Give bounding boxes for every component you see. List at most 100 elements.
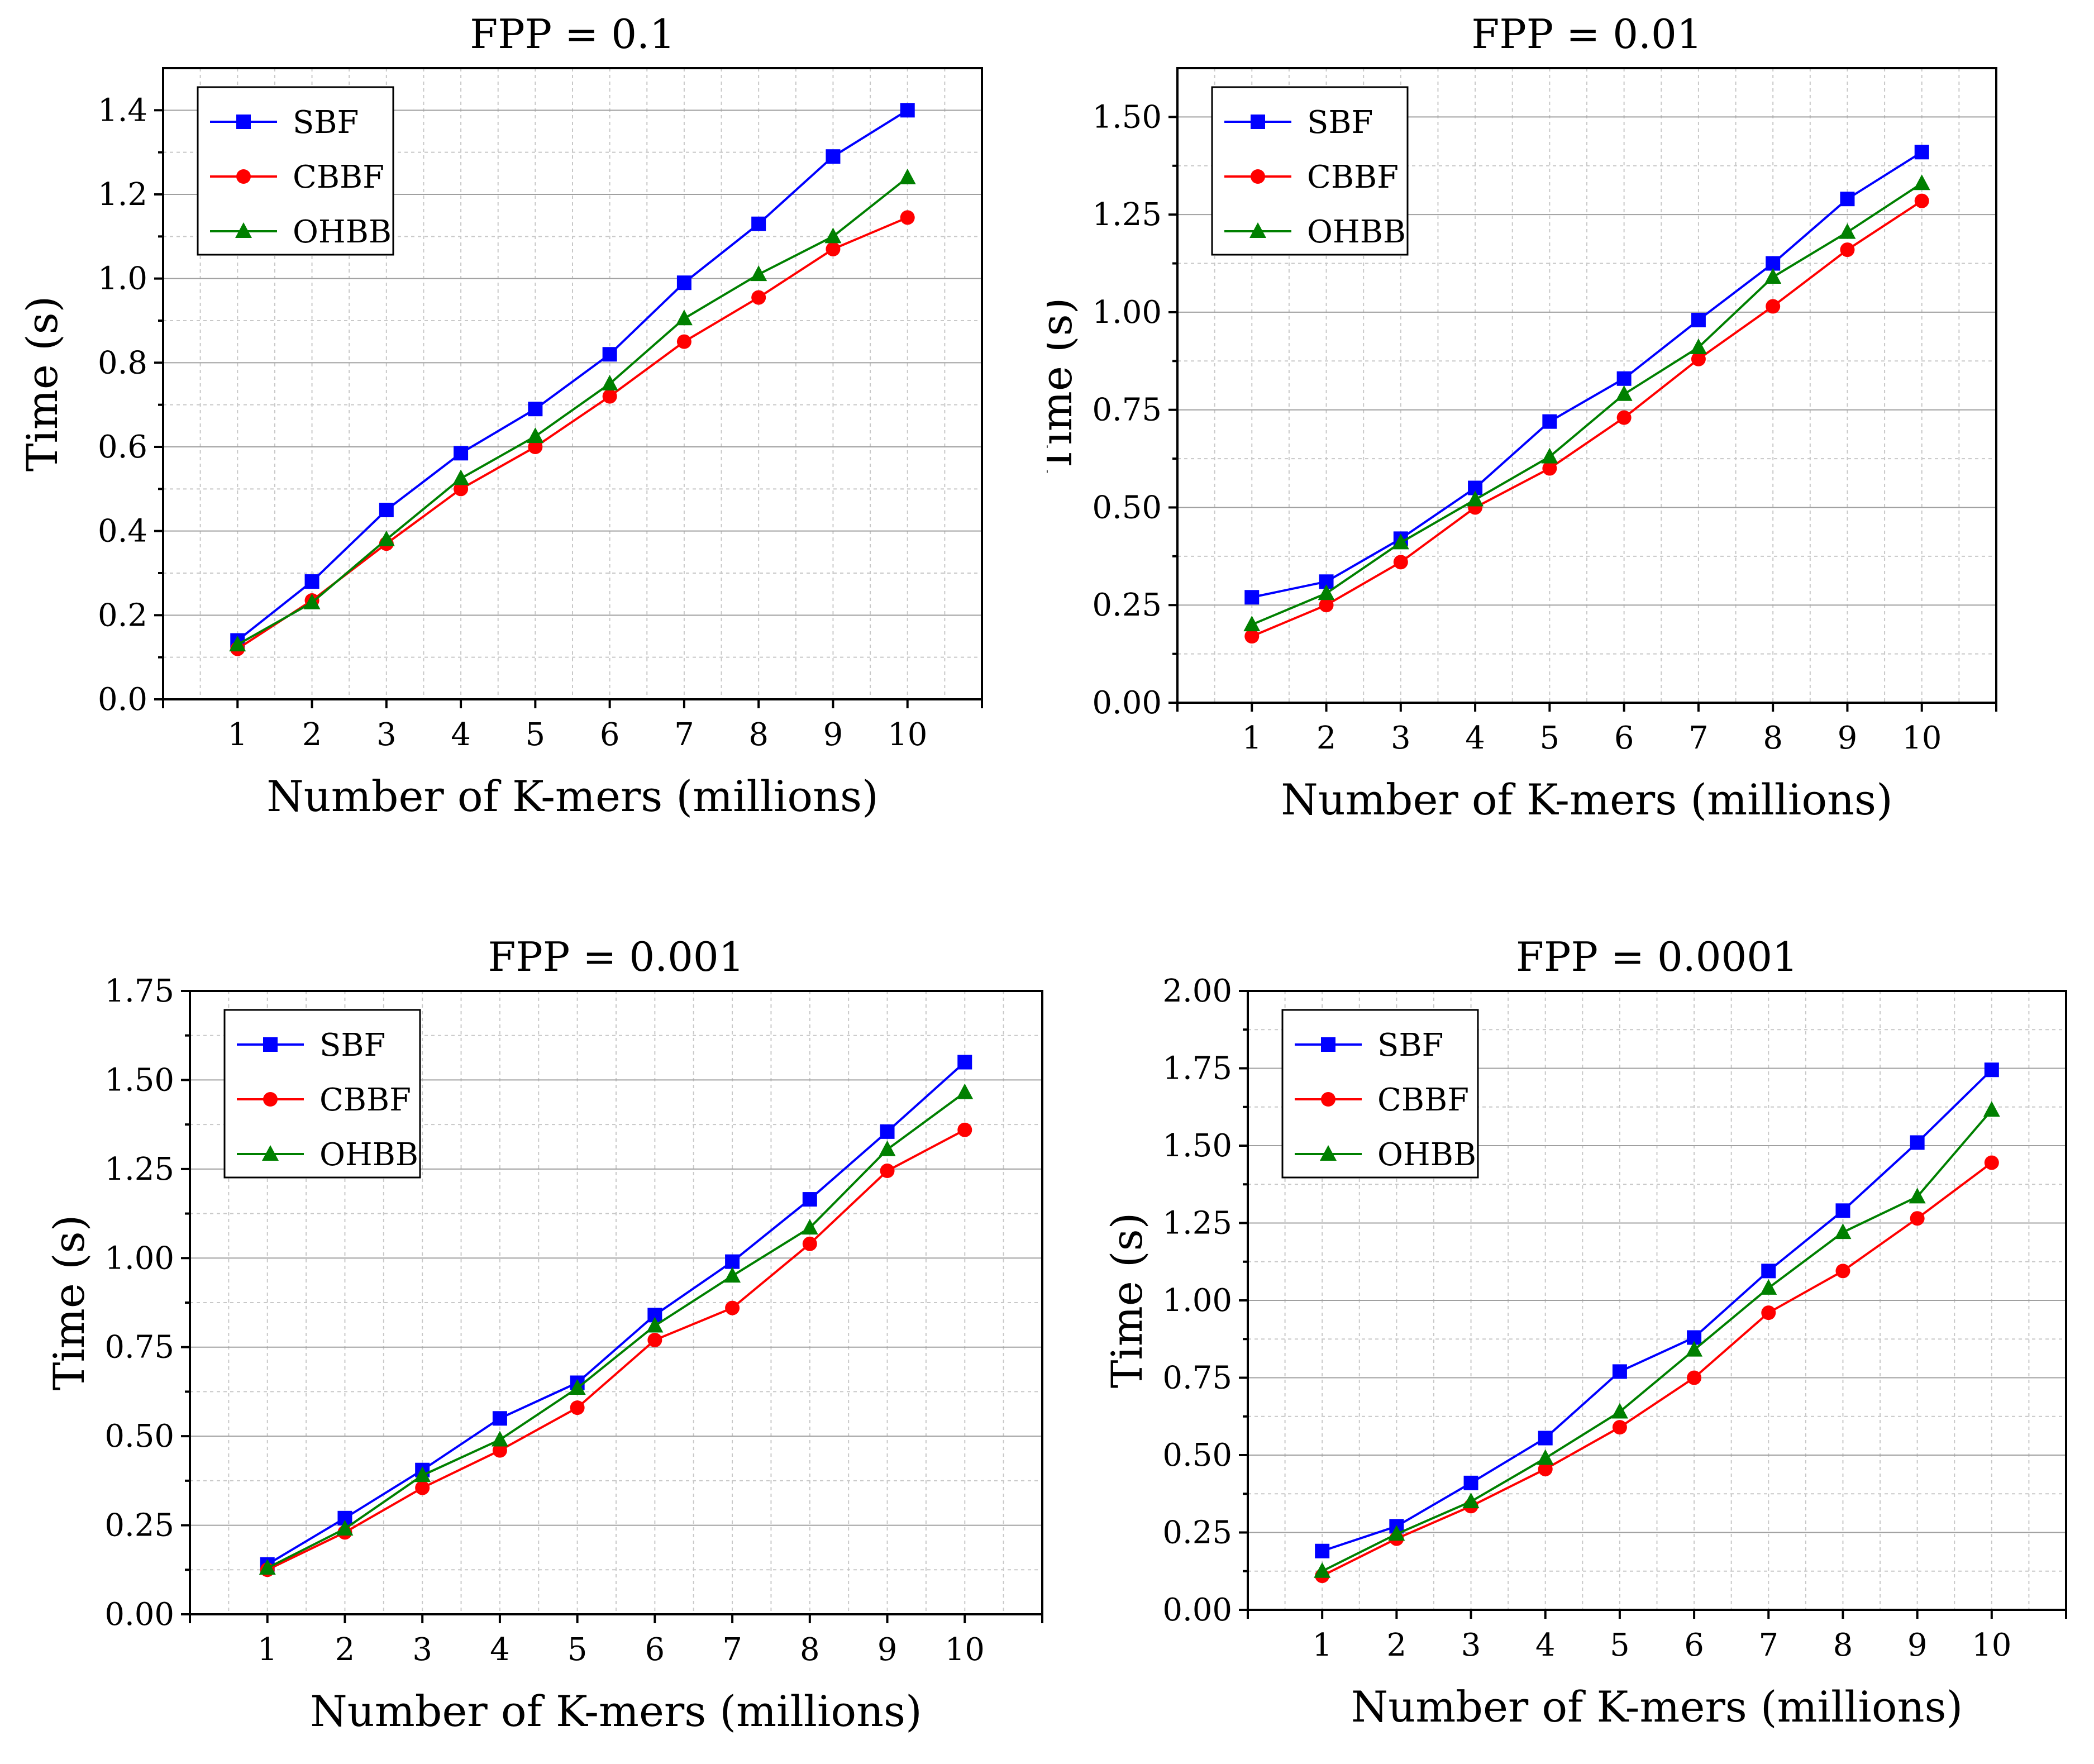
data-point-square	[1984, 1062, 1999, 1078]
data-point-triangle	[1467, 490, 1484, 507]
data-point-square	[725, 1254, 740, 1269]
y-tick-label: 1.00	[104, 1240, 174, 1276]
data-point-triangle	[1314, 1562, 1331, 1578]
x-tick-label: 5	[526, 717, 546, 753]
x-tick-label: 2	[335, 1632, 355, 1668]
x-tick-label: 6	[600, 717, 620, 753]
x-tick-label: 3	[1391, 720, 1411, 756]
data-point-triangle	[1462, 1493, 1480, 1509]
data-point-square	[1840, 192, 1855, 207]
legend-box	[197, 86, 394, 256]
x-tick-label: 10	[1902, 720, 1942, 756]
x-tick-label: 4	[1535, 1627, 1556, 1663]
y-tick-label: 1.00	[1162, 1283, 1232, 1319]
data-point-square	[304, 574, 319, 589]
data-point-triangle	[1913, 174, 1930, 190]
data-point-circle	[1612, 1420, 1627, 1435]
data-point-triangle	[1764, 268, 1782, 284]
y-tick-label: 0.6	[98, 429, 147, 465]
data-point-square	[454, 446, 469, 461]
data-point-triangle	[801, 1219, 818, 1235]
data-point-square	[826, 149, 841, 164]
y-tick-label: 0.00	[1092, 685, 1162, 721]
legend-label: SBF	[293, 104, 359, 141]
data-point-square	[1244, 590, 1260, 605]
data-point-circle	[647, 1332, 662, 1347]
y-tick-label: 1.25	[1162, 1205, 1232, 1242]
data-point-circle	[751, 290, 766, 305]
x-tick-label: 7	[1688, 720, 1709, 756]
data-point-circle	[1835, 1264, 1850, 1279]
x-tick-label: 1	[1312, 1627, 1332, 1663]
data-point-triangle	[956, 1083, 974, 1099]
x-tick-label: 1	[227, 717, 247, 753]
legend-box	[1281, 1009, 1479, 1179]
data-point-circle	[570, 1400, 585, 1415]
data-point-triangle	[601, 375, 618, 390]
data-point-circle	[1687, 1370, 1702, 1385]
x-axis-title: Number of K-mers (millions)	[266, 771, 878, 821]
plot-frame	[162, 67, 983, 700]
data-point-circle	[1538, 1461, 1553, 1476]
data-point-circle	[236, 169, 251, 184]
data-point-circle	[415, 1480, 430, 1495]
y-tick-label: 0.50	[104, 1418, 174, 1455]
x-tick-label: 7	[722, 1632, 742, 1668]
data-point-square	[1251, 115, 1265, 129]
y-axis-title: Time (s)	[17, 296, 67, 472]
series-line	[1322, 1109, 1993, 1572]
data-point-triangle	[1686, 1341, 1703, 1357]
x-tick-label: 2	[1316, 720, 1337, 756]
y-tick-label: 1.0	[98, 261, 147, 297]
data-point-square	[236, 115, 251, 129]
data-point-square	[1914, 145, 1929, 160]
x-tick-label: 7	[674, 717, 694, 753]
legend-box	[223, 1009, 421, 1179]
data-point-square	[676, 275, 691, 290]
data-point-triangle	[750, 265, 767, 282]
x-tick-label: 9	[1838, 720, 1858, 756]
y-tick-label: 0.2	[98, 597, 147, 633]
data-point-square	[1321, 1037, 1335, 1052]
data-point-circle	[1984, 1155, 1999, 1170]
data-point-square	[957, 1055, 972, 1070]
x-tick-label: 6	[1684, 1627, 1704, 1663]
data-point-triangle	[1388, 1525, 1405, 1541]
y-tick-label: 0.4	[98, 513, 147, 550]
data-point-triangle	[491, 1431, 508, 1447]
data-point-circle	[900, 210, 915, 225]
x-tick-label: 10	[945, 1632, 985, 1668]
chart-svg: 0.00 0.25 0.50 0.75 1.00 1.25 1.50 1.75 2.00 1 2 3 4…	[1102, 933, 2067, 1732]
x-tick-label: 6	[1614, 720, 1634, 756]
series-line	[1251, 200, 1923, 638]
data-point-triangle	[1537, 1449, 1554, 1465]
x-tick-label: 9	[877, 1632, 898, 1668]
series-line	[1251, 182, 1923, 626]
data-point-circle	[957, 1122, 972, 1137]
y-tick-label: 1.50	[1162, 1128, 1232, 1164]
data-point-square	[880, 1124, 895, 1139]
y-tick-label: 0.75	[1092, 392, 1162, 428]
y-axis-title: Time (s)	[1102, 1213, 1152, 1389]
x-tick-label: 5	[1540, 720, 1560, 756]
data-point-triangle	[1611, 1403, 1628, 1419]
data-point-circle	[1393, 555, 1408, 570]
data-point-circle	[528, 440, 543, 454]
data-point-triangle	[1243, 616, 1261, 632]
data-point-circle	[1914, 193, 1929, 208]
data-point-triangle	[527, 427, 544, 444]
legend-label: OHBB	[1307, 214, 1406, 250]
data-point-triangle	[1983, 1101, 2000, 1117]
x-tick-label: 2	[302, 717, 322, 753]
y-tick-label: 1.00	[1092, 294, 1162, 331]
data-point-circle	[826, 241, 841, 256]
y-tick-label: 1.75	[104, 973, 174, 1009]
data-point-circle	[1319, 598, 1334, 613]
legend-label: CBBF	[319, 1082, 411, 1118]
data-point-circle	[602, 389, 617, 404]
series-line	[1322, 1069, 1993, 1552]
data-point-circle	[263, 1092, 278, 1107]
x-tick-label: 5	[567, 1632, 588, 1668]
legend-label: OHBB	[293, 214, 392, 250]
x-tick-label: 2	[1387, 1627, 1407, 1663]
